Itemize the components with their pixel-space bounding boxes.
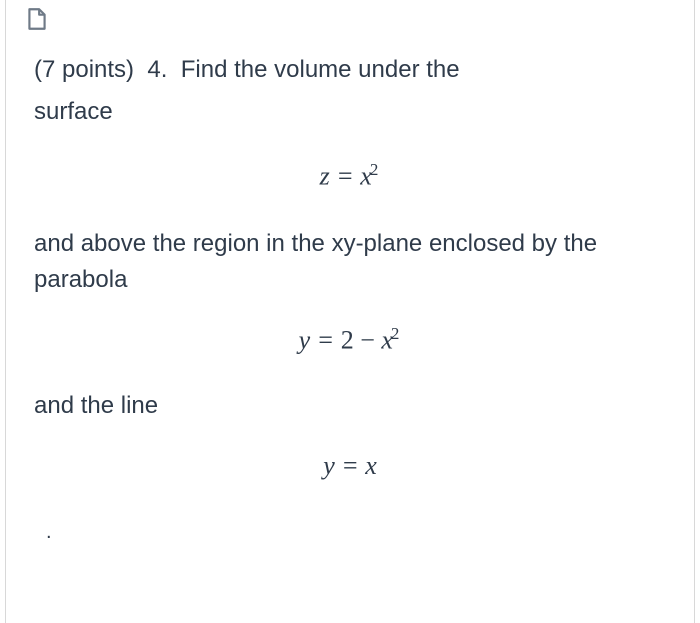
text-part: Find the volume under the	[181, 56, 460, 83]
text-line-3: and the line	[34, 388, 666, 424]
text-line-2: and above the region in the xy-plane enc…	[34, 226, 666, 298]
equation-1: z = x2	[34, 160, 666, 192]
page-icon	[24, 6, 50, 32]
trailing-dot: .	[34, 501, 666, 544]
question-body: (7 points) 4. Find the volume under the …	[6, 34, 694, 544]
eq1-exponent: 2	[370, 160, 379, 179]
eq2-two: 2	[341, 326, 354, 355]
text-surface: surface	[34, 94, 666, 130]
tab-bar	[6, 0, 694, 34]
eq2-minus: −	[354, 326, 382, 355]
eq2-pre: y =	[299, 326, 341, 355]
question-header-line: (7 points) 4. Find the volume under the	[34, 52, 666, 88]
question-number: 4.	[147, 56, 167, 83]
points-label: (7 points)	[34, 56, 134, 83]
equation-3: y = x	[34, 450, 666, 481]
equation-2: y = 2 − x2	[34, 324, 666, 356]
document-page: (7 points) 4. Find the volume under the …	[5, 0, 695, 623]
eq2-exponent: 2	[391, 324, 400, 343]
eq1-body: z = x	[320, 162, 372, 191]
